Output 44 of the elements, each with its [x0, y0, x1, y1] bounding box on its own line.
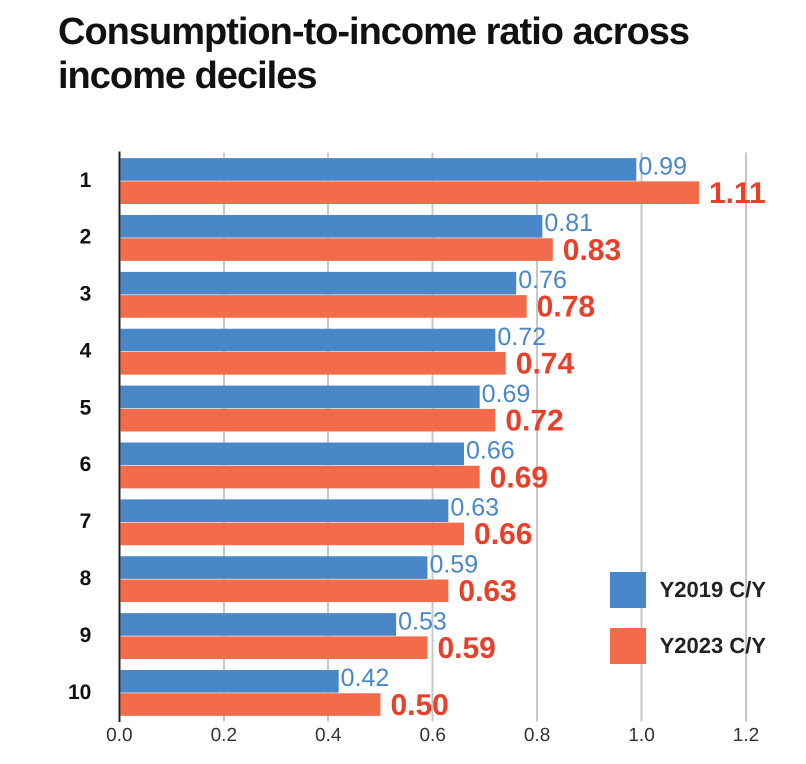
bar — [120, 636, 428, 660]
y-tick-label: 6 — [80, 453, 92, 476]
bar — [120, 328, 496, 352]
y-tick-label: 10 — [68, 680, 92, 704]
x-tick-label: 0.8 — [524, 725, 550, 746]
bar — [120, 238, 553, 261]
y-tick-label: 8 — [80, 566, 92, 590]
bar — [120, 386, 480, 408]
legend-label: Y2023 C/Y — [660, 633, 766, 659]
bar — [120, 352, 506, 375]
y-tick-label: 7 — [80, 510, 92, 534]
x-tick-label: 0.0 — [106, 725, 133, 746]
bar — [120, 613, 396, 636]
bar — [120, 580, 448, 602]
data-label: 0.50 — [390, 688, 449, 722]
x-tick-label: 0.4 — [315, 725, 342, 746]
bar — [120, 556, 428, 579]
y-tick-label: 4 — [80, 339, 92, 362]
bar — [120, 466, 480, 488]
x-tick-label: 1.0 — [628, 725, 655, 746]
chart-title: Consumption-to-income ratio across income deciles — [58, 10, 690, 98]
x-tick-label: 0.2 — [210, 725, 238, 746]
y-tick-label: 3 — [80, 282, 92, 306]
y-tick-label: 2 — [80, 226, 92, 249]
bar — [120, 295, 527, 318]
y-tick-label: 5 — [80, 396, 92, 420]
legend-label: Y2019 C/Y — [660, 577, 766, 603]
bar — [120, 670, 339, 693]
bar — [120, 522, 464, 546]
data-label: 0.42 — [340, 664, 390, 692]
bar — [120, 272, 516, 294]
bar — [120, 408, 496, 432]
data-label: 1.11 — [709, 176, 766, 210]
bar — [120, 214, 542, 238]
bar — [120, 158, 636, 181]
bar — [120, 181, 699, 204]
x-tick-label: 0.6 — [419, 725, 446, 746]
y-tick-label: 1 — [80, 168, 92, 192]
bar — [120, 442, 464, 466]
y-tick-label: 9 — [80, 624, 92, 647]
bar — [120, 499, 448, 522]
x-tick-label: 1.2 — [732, 725, 760, 746]
data-label: 0.99 — [638, 152, 688, 180]
bar — [120, 693, 380, 716]
